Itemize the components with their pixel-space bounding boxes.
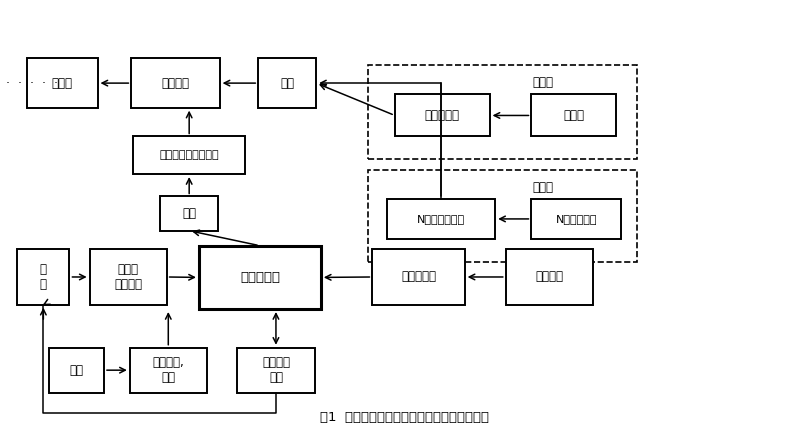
Text: 温度检测,
控制: 温度检测, 控制: [152, 356, 184, 384]
Text: 尿素贮仓: 尿素贮仓: [535, 270, 563, 283]
Text: N台调速皮带秤: N台调速皮带秤: [417, 214, 465, 224]
Text: 尿液流量检测、控制: 尿液流量检测、控制: [159, 150, 219, 160]
Text: 喷头雾化: 喷头雾化: [162, 77, 189, 89]
Text: 破碎: 破碎: [280, 77, 294, 89]
Text: 方式一: 方式一: [533, 76, 554, 89]
Text: 蒸汽: 蒸汽: [70, 364, 83, 377]
Text: 造粒机: 造粒机: [52, 77, 73, 89]
Bar: [395, 95, 489, 136]
Text: 调速皮带秤: 调速皮带秤: [401, 270, 436, 283]
Text: 尿素熔融槽: 尿素熔融槽: [240, 271, 280, 284]
Text: 消
水: 消 水: [40, 263, 47, 291]
Bar: [199, 246, 321, 309]
Text: N种原料贮仓: N种原料贮仓: [556, 214, 597, 224]
Bar: [129, 348, 207, 393]
Bar: [368, 65, 637, 159]
Text: 混合料: 混合料: [563, 109, 584, 122]
Bar: [90, 249, 167, 305]
Bar: [387, 199, 495, 239]
Text: 方式二: 方式二: [533, 181, 554, 194]
Bar: [506, 249, 592, 305]
Bar: [258, 59, 316, 108]
Bar: [27, 59, 98, 108]
Bar: [133, 136, 245, 174]
Text: 调速皮带秤: 调速皮带秤: [425, 109, 460, 122]
Text: 水流量
检测控制: 水流量 检测控制: [114, 263, 142, 291]
Bar: [237, 348, 315, 393]
Bar: [131, 59, 220, 108]
Text: 液位检测
控制: 液位检测 控制: [262, 356, 290, 384]
Text: 尿液: 尿液: [182, 207, 196, 220]
Bar: [17, 249, 70, 305]
Bar: [49, 348, 104, 393]
Text: ·  ·  ·  ·  ·: · · · · ·: [6, 77, 58, 89]
Text: 图1  尿素熔融喷浆造粒工艺流程及控制方框图: 图1 尿素熔融喷浆造粒工艺流程及控制方框图: [320, 411, 489, 424]
Bar: [532, 95, 616, 136]
Bar: [532, 199, 621, 239]
Bar: [368, 170, 637, 262]
Bar: [160, 197, 218, 231]
Bar: [372, 249, 464, 305]
